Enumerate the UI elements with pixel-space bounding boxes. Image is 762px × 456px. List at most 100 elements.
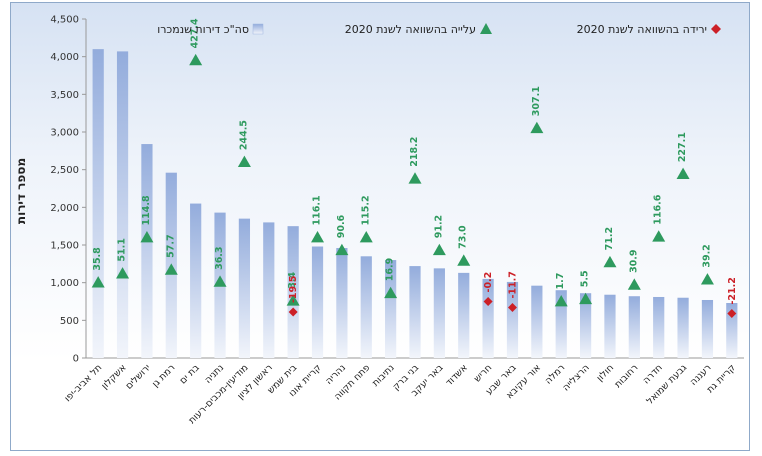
bar	[604, 294, 616, 358]
bar	[116, 51, 129, 358]
y-tick-label: 4,000	[50, 52, 79, 63]
category-label: אשקלון	[99, 362, 128, 391]
decrease-label: -0.2	[483, 272, 494, 293]
axes: 0 500 1,000 1,500 2,000 2,500 3,000 3,500 4,000 4…	[50, 15, 744, 365]
increase-label: 16.9	[385, 258, 396, 281]
increase-marker	[530, 121, 544, 134]
increase-label: 51.1	[117, 238, 128, 261]
category-label: הרצלייה	[561, 362, 592, 393]
legend-label-bar: סה"כ דירות שנמכרו	[157, 23, 249, 36]
category-label: בת ים	[178, 362, 203, 387]
y-tick-label: 1,000	[50, 278, 79, 289]
increase-marker	[164, 263, 178, 275]
y-tick-label: 500	[60, 316, 79, 327]
bar	[482, 278, 494, 358]
increase-marker	[652, 230, 666, 242]
increase-marker	[140, 230, 154, 243]
legend-label-increase: עלייה בהשוואה לשנת 2020	[345, 23, 476, 36]
increase-label: 71.2	[604, 227, 615, 250]
increase-label: 35.8	[92, 247, 103, 271]
bar	[385, 260, 397, 358]
category-label: חולון	[595, 362, 616, 383]
bar	[141, 144, 153, 358]
bar	[263, 222, 275, 358]
increase-marker	[554, 295, 568, 307]
category-label: רחובות	[613, 362, 641, 390]
increase-label: 114.8	[141, 195, 152, 225]
bar	[287, 226, 299, 358]
increase-label: 116.1	[312, 195, 323, 225]
bar	[531, 285, 543, 358]
increase-label: 218.2	[409, 137, 420, 167]
bar	[628, 296, 640, 358]
y-tick-label: 0	[73, 354, 79, 365]
y-axis-label: מספר דירות	[14, 158, 28, 224]
bar-chart: 0 500 1,000 1,500 2,000 2,500 3,000 3,500 4,000 4…	[14, 15, 744, 426]
increase-marker	[213, 275, 227, 287]
legend-swatch-decrease	[711, 24, 721, 34]
increase-marker	[189, 53, 203, 66]
category-label: רמת גן	[150, 362, 177, 389]
y-tick-label: 2,500	[50, 165, 79, 176]
bar	[701, 299, 714, 358]
increase-marker	[408, 172, 422, 184]
bar	[409, 266, 421, 358]
decrease-marker	[507, 303, 517, 313]
bar	[433, 268, 445, 358]
decrease-marker	[483, 297, 493, 306]
category-label: ירושלים	[124, 362, 153, 391]
decrease-label: -19.5	[288, 276, 299, 303]
increase-label: 115.2	[360, 195, 371, 225]
increase-label: 30.9	[628, 249, 639, 272]
chart-frame: 0 500 1,000 1,500 2,000 2,500 3,000 3,500 4,000 4…	[10, 2, 750, 451]
bar	[555, 290, 567, 358]
y-tick-label: 3,500	[50, 90, 79, 101]
increase-label: 39.2	[701, 244, 712, 267]
increase-marker	[700, 273, 714, 285]
legend: סה"כ דירות שנמכרו עלייה בהשוואה לשנת 2020…	[157, 23, 721, 36]
legend-label-decrease: ירידה בהשוואה לשנת 2020	[577, 23, 707, 36]
y-tick-label: 1,500	[50, 241, 79, 252]
category-label: תל אביב-יפו	[62, 362, 104, 404]
y-tick-label: 3,000	[50, 128, 79, 139]
increase-label: 3.4	[287, 272, 298, 289]
increase-label: 227.1	[677, 132, 688, 162]
decrease-label: -21.2	[727, 277, 738, 304]
increase-marker	[627, 278, 641, 290]
increase-label: 244.5	[238, 120, 249, 150]
increase-marker	[676, 167, 690, 180]
markers	[91, 53, 737, 319]
increase-marker	[432, 243, 446, 256]
bar	[238, 218, 251, 358]
increase-marker	[237, 155, 251, 168]
increase-marker	[579, 292, 593, 305]
decrease-label: -11.7	[507, 271, 518, 298]
increase-label: 1.7	[555, 273, 566, 290]
increase-marker	[311, 230, 325, 243]
bar	[458, 272, 470, 358]
bar	[190, 203, 202, 358]
y-tick-label: 2,000	[50, 203, 79, 214]
increase-label: 116.6	[653, 194, 664, 224]
increase-marker	[335, 243, 349, 256]
bar	[579, 293, 592, 358]
bar	[726, 303, 738, 358]
increase-marker	[286, 294, 300, 306]
increase-marker	[91, 276, 105, 288]
increase-marker	[457, 254, 471, 266]
increase-label: 57.7	[165, 234, 176, 257]
bar	[360, 256, 372, 358]
increase-marker	[116, 267, 130, 279]
bars	[92, 49, 738, 359]
category-label: אשדוד	[444, 362, 470, 388]
bar	[677, 297, 689, 358]
data-labels: 35.8 51.1 114.8 57.7 427.4 36.3 244.5 3.4-19.5 1…	[92, 18, 738, 305]
y-tick-label: 4,500	[50, 15, 79, 26]
legend-swatch-bar	[252, 23, 264, 35]
decrease-marker	[727, 309, 737, 319]
legend-swatch-increase	[480, 23, 492, 34]
increase-label: 90.6	[336, 214, 347, 238]
increase-label: 36.3	[214, 246, 225, 269]
increase-marker	[603, 255, 617, 268]
increase-label: 5.5	[580, 270, 591, 287]
